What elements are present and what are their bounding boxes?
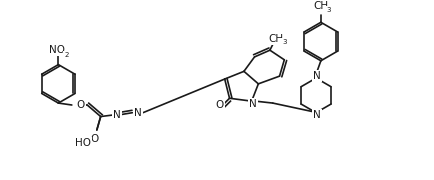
Text: N: N [134, 108, 142, 118]
Text: N: N [312, 110, 320, 120]
Text: N: N [248, 99, 256, 109]
Text: O: O [91, 134, 99, 144]
Text: 3: 3 [281, 39, 286, 44]
Text: 2: 2 [64, 52, 68, 58]
Text: CH: CH [312, 1, 328, 11]
Text: CH: CH [267, 34, 283, 44]
Text: NO: NO [49, 45, 65, 55]
Text: 3: 3 [326, 7, 330, 13]
Text: O: O [215, 100, 224, 110]
Text: HO: HO [75, 138, 91, 148]
Text: N: N [312, 71, 320, 81]
Text: O: O [76, 100, 85, 110]
Text: N: N [113, 110, 121, 120]
